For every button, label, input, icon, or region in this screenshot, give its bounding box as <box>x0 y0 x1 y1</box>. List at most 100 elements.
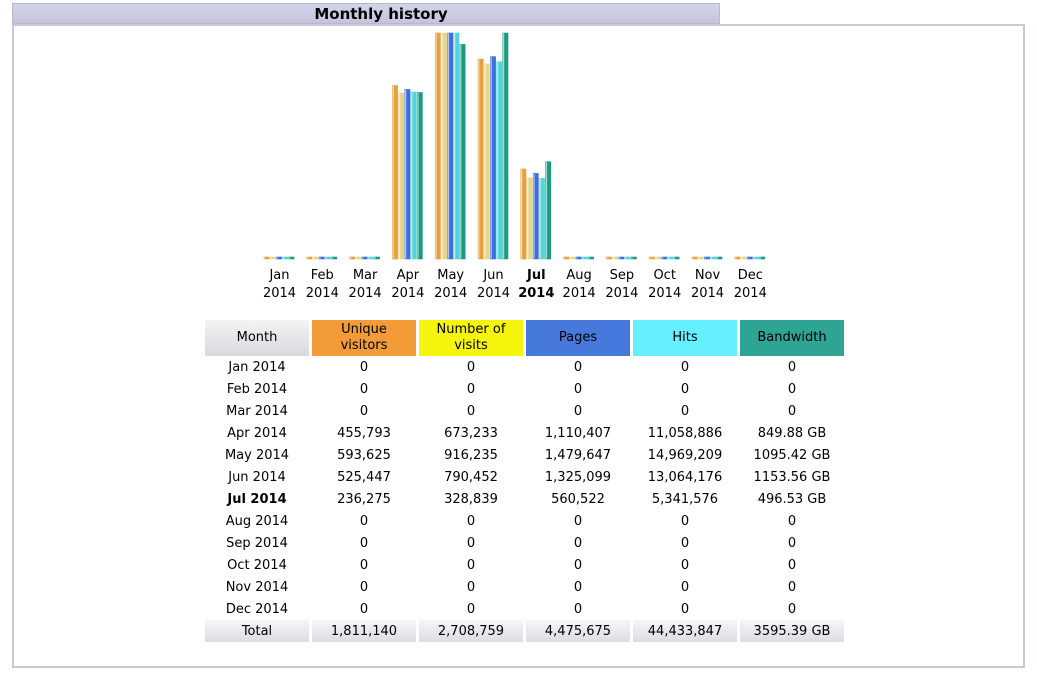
bar-unique-visitors-nov <box>691 256 698 260</box>
tick-label-month-jun: Jun <box>482 268 503 283</box>
header-hits: Hits <box>633 320 737 356</box>
table-row-current: Jul 2014 236,275 328,839 560,522 5,341,576 49… <box>227 491 827 507</box>
bar-number-of-visits-jun <box>483 63 490 260</box>
section-title: Monthly history <box>12 3 720 24</box>
bar-hits-feb <box>325 256 331 260</box>
bar-bandwidth-mar <box>374 256 380 260</box>
tick-label-year-nov: 2014 <box>691 286 724 301</box>
bar-unique-visitors-sep <box>606 256 612 260</box>
bar-number-of-visits-may <box>441 32 447 260</box>
bar-number-of-visits-sep <box>612 256 619 260</box>
bar-unique-visitors-jan <box>263 256 270 260</box>
bar-hits-oct <box>667 256 674 260</box>
bar-hits-may <box>453 32 460 260</box>
tick-label-month-aug: Aug <box>566 268 591 283</box>
bar-bandwidth-aug <box>588 256 594 260</box>
bar-unique-visitors-aug <box>563 256 570 260</box>
bar-pages-apr <box>404 89 411 260</box>
bar-unique-visitors-mar <box>349 256 356 260</box>
bar-hits-dec <box>753 256 759 260</box>
table-row: Nov 2014 0 0 0 0 0 <box>225 579 797 595</box>
tick-label-year-dec: 2014 <box>734 286 767 301</box>
table-total-row: Total 1,811,140 2,708,759 4,475,675 44,433,8… <box>205 620 844 642</box>
header-unique-visitors: Unique visitors <box>312 320 416 356</box>
tick-label-month-may: May <box>437 268 464 283</box>
bar-number-of-visits-jan <box>269 256 276 260</box>
bar-hits-jan <box>282 256 289 260</box>
bar-unique-visitors-jul <box>520 168 527 260</box>
header-month: Month <box>205 320 309 356</box>
tick-label-year-jan: 2014 <box>263 286 296 301</box>
bar-number-of-visits-aug <box>569 256 576 260</box>
bar-number-of-visits-oct <box>655 256 661 260</box>
tick-label-year-aug: 2014 <box>563 286 596 301</box>
table-row: Jan 2014 0 0 0 0 0 <box>228 359 797 375</box>
table-row: Apr 2014 455,793 673,233 1,110,407 11,058,88… <box>227 425 827 441</box>
tick-label-year-may: 2014 <box>434 286 467 301</box>
table-row: Feb 2014 0 0 0 0 0 <box>226 381 797 397</box>
table-header-row: Month Unique visitors Number of visits Pag… <box>205 320 844 356</box>
tick-label-month-apr: Apr <box>397 268 420 283</box>
bar-pages-feb <box>318 256 325 260</box>
bar-pages-jun <box>490 56 496 260</box>
bar-unique-visitors-apr <box>392 85 398 260</box>
bar-hits-jul <box>539 178 545 260</box>
bar-pages-jan <box>276 256 282 260</box>
header-bandwidth: Bandwidth <box>740 320 844 356</box>
table-row: Aug 2014 0 0 0 0 0 <box>225 513 797 529</box>
bar-unique-visitors-oct <box>648 256 655 260</box>
bar-hits-mar <box>367 256 374 260</box>
bar-bandwidth-oct <box>673 256 680 260</box>
tick-label-month-nov: Nov <box>695 268 721 283</box>
bar-hits-apr <box>410 91 417 260</box>
tick-label-year-sep: 2014 <box>605 286 638 301</box>
tick-label-year-mar: 2014 <box>349 286 382 301</box>
header-pages: Pages <box>526 320 630 356</box>
tick-label-month-jul: Jul <box>526 268 546 283</box>
bar-hits-sep <box>624 256 631 260</box>
bar-pages-dec <box>746 256 753 260</box>
bar-bandwidth-jan <box>288 256 295 260</box>
bar-unique-visitors-feb <box>306 256 313 260</box>
bar-bandwidth-nov <box>716 256 723 260</box>
bar-pages-jul <box>532 173 539 260</box>
bar-pages-oct <box>661 256 668 260</box>
bar-unique-visitors-dec <box>734 256 741 260</box>
bar-number-of-visits-nov <box>697 256 704 260</box>
tick-label-year-jul: 2014 <box>518 286 554 301</box>
bar-number-of-visits-feb <box>312 256 319 260</box>
bar-number-of-visits-dec <box>740 256 747 260</box>
tick-label-month-jan: Jan <box>268 268 289 283</box>
bar-pages-sep <box>618 256 625 260</box>
bar-hits-aug <box>581 256 588 260</box>
table-row: Dec 2014 0 0 0 0 0 <box>225 601 797 617</box>
table-row: Sep 2014 0 0 0 0 0 <box>226 535 797 551</box>
bar-pages-aug <box>575 256 582 260</box>
bar-hits-nov <box>710 256 717 260</box>
monthly-history-chart: Jan 2014 Feb 2014 Mar 2014 Apr 2014 May 2014 Jun 20… <box>263 32 767 301</box>
bar-number-of-visits-jul <box>526 177 533 260</box>
tick-label-year-apr: 2014 <box>391 286 424 301</box>
bar-bandwidth-jul <box>545 161 552 260</box>
bar-number-of-visits-apr <box>398 92 405 260</box>
table-row: Jun 2014 525,447 790,452 1,325,099 13,064,17… <box>228 469 831 485</box>
tick-label-month-mar: Mar <box>353 268 378 283</box>
tick-label-month-feb: Feb <box>311 268 334 283</box>
table-row: May 2014 593,625 916,235 1,479,647 14,969,20… <box>224 447 831 463</box>
bar-bandwidth-apr <box>416 92 423 260</box>
bar-unique-visitors-jun <box>477 58 484 260</box>
bar-pages-nov <box>704 256 710 260</box>
tick-label-year-feb: 2014 <box>306 286 339 301</box>
bar-bandwidth-sep <box>630 256 637 260</box>
table-row: Oct 2014 0 0 0 0 0 <box>227 557 797 573</box>
table-row: Mar 2014 0 0 0 0 0 <box>226 403 797 419</box>
bar-bandwidth-dec <box>759 256 766 260</box>
bar-unique-visitors-may <box>434 32 441 260</box>
bar-bandwidth-may <box>459 44 466 260</box>
header-visits: Number of visits <box>419 320 523 356</box>
tick-label-year-oct: 2014 <box>648 286 681 301</box>
tick-label-month-oct: Oct <box>653 268 675 283</box>
bar-pages-mar <box>361 256 368 260</box>
bar-hits-jun <box>496 61 503 260</box>
tick-label-month-sep: Sep <box>610 268 635 283</box>
